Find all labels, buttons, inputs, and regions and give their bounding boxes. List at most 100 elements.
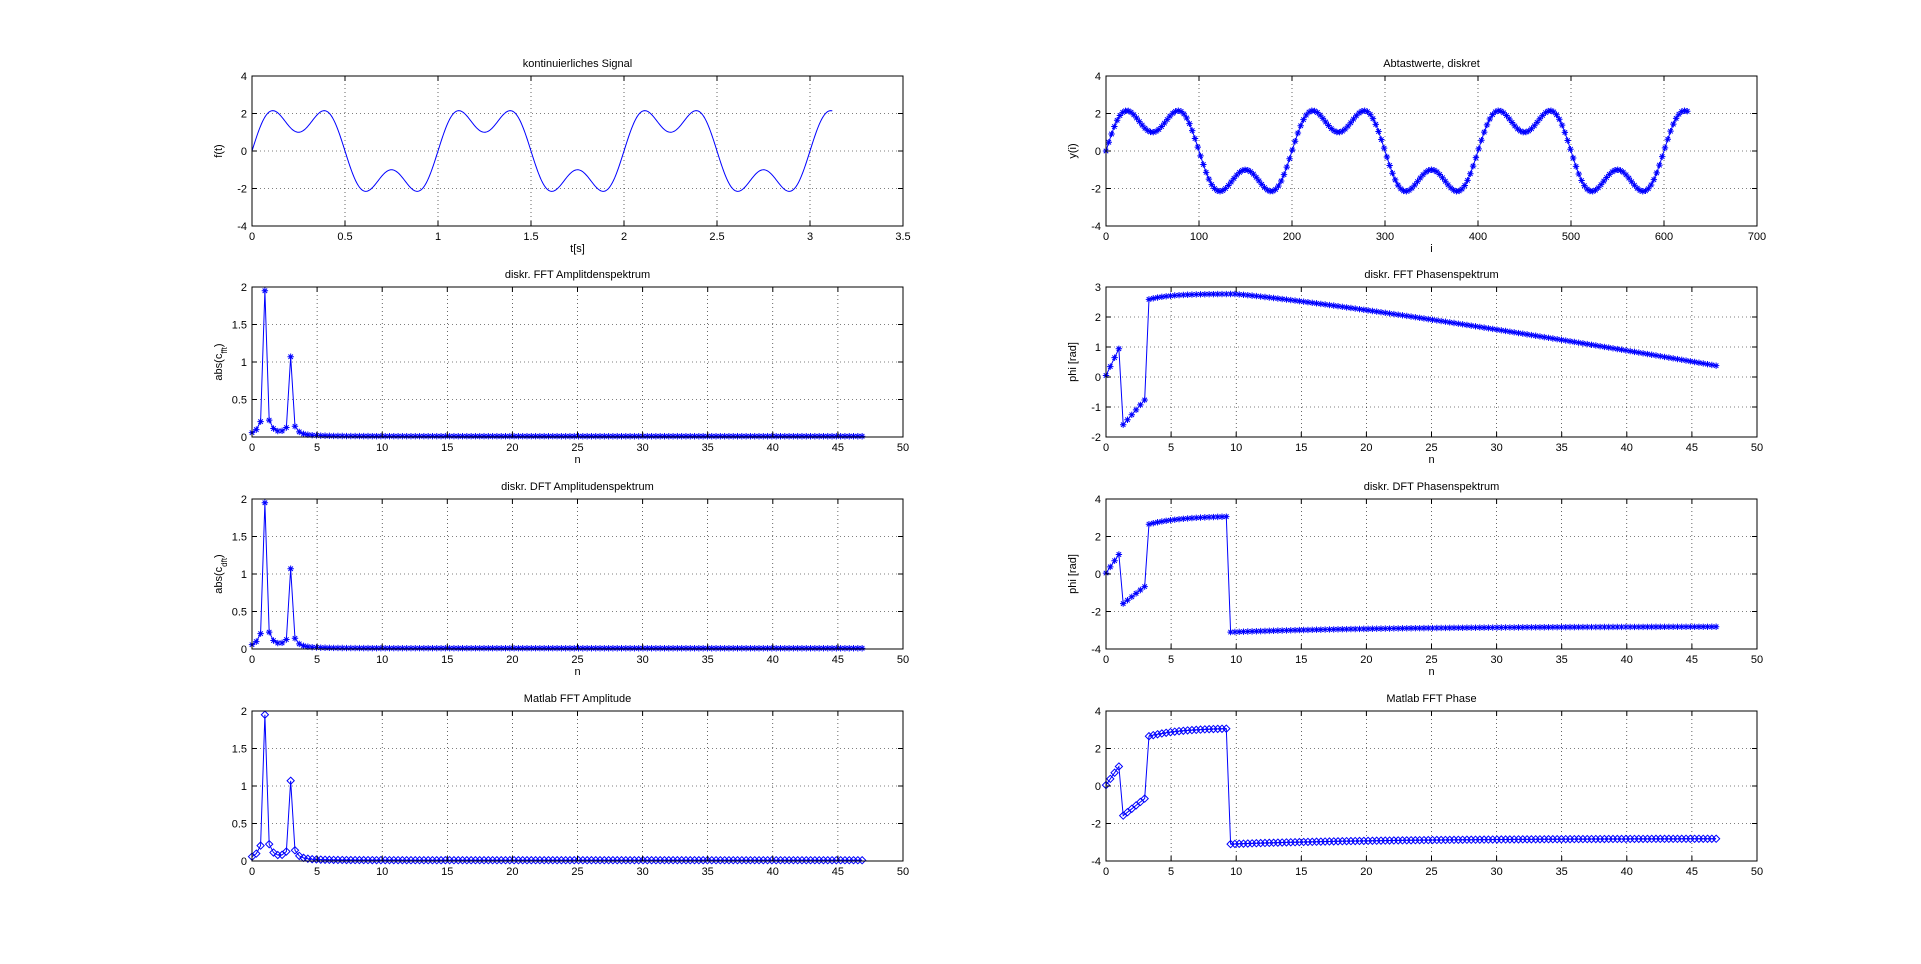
x-tick-label: 0 (249, 866, 255, 878)
data-point (1691, 358, 1698, 366)
data-point (1188, 291, 1196, 298)
data-point (1341, 125, 1349, 133)
data-point (1635, 623, 1642, 631)
data-point (1280, 171, 1288, 178)
data-point (502, 433, 509, 440)
data-point (1446, 319, 1453, 326)
data-point (1138, 121, 1146, 129)
data-point (1240, 291, 1247, 298)
data-point (1601, 343, 1608, 351)
data-point (1425, 315, 1432, 323)
data-point (1124, 416, 1131, 423)
data-point (446, 645, 453, 652)
data-point (1223, 290, 1230, 298)
y-tick-label: 2 (241, 494, 247, 506)
data-point (304, 431, 312, 438)
data-point (1661, 623, 1668, 631)
data-point (794, 645, 801, 652)
data-point (274, 427, 281, 435)
y-tick-label: 1.5 (232, 744, 247, 756)
data-point (1314, 109, 1321, 116)
y-axis-label: y(i) (1067, 143, 1079, 158)
data-point (1258, 181, 1265, 188)
data-point (1430, 167, 1438, 174)
data-point (1636, 187, 1644, 194)
data-point (1227, 290, 1234, 298)
data-point (1589, 188, 1596, 195)
data-point (742, 645, 750, 652)
data-point (1595, 184, 1602, 191)
data-point (1600, 177, 1608, 185)
data-point (1653, 169, 1660, 177)
data-point (588, 433, 595, 440)
data-point (1463, 321, 1471, 329)
x-axis-label: n (1428, 666, 1434, 678)
data-point (1407, 625, 1415, 632)
data-point (1622, 347, 1630, 354)
data-point (1447, 184, 1455, 192)
data-point (635, 645, 642, 652)
data-point (1618, 346, 1625, 353)
y-tick-label: -2 (237, 184, 247, 196)
data-point (343, 644, 350, 652)
x-axis-label: n (574, 666, 580, 678)
data-point (265, 416, 273, 424)
y-tick-label: 0 (1095, 781, 1101, 793)
y-tick-label: 4 (241, 71, 247, 83)
data-point (1321, 626, 1329, 633)
data-point (1278, 295, 1286, 303)
data-point (1167, 516, 1174, 524)
data-point (1561, 129, 1569, 136)
data-point (1665, 354, 1673, 361)
y-tick-label: 0.5 (232, 819, 247, 831)
y-tick-label: -4 (237, 221, 247, 233)
y-tick-label: 0 (241, 432, 247, 444)
data-point (1558, 121, 1566, 129)
data-point (1639, 623, 1647, 631)
data-point (1592, 186, 1599, 194)
data-point (1566, 338, 1574, 345)
data-point (682, 645, 690, 652)
data-point (1678, 108, 1685, 115)
data-point (1502, 327, 1509, 335)
data-point (256, 841, 265, 850)
data-point (1353, 112, 1360, 119)
data-point (1171, 292, 1178, 299)
data-point (253, 426, 260, 433)
data-point (1283, 163, 1290, 171)
data-point (1111, 123, 1118, 130)
data-point (270, 425, 277, 432)
data-point (1596, 342, 1604, 350)
data-point (1442, 318, 1449, 325)
data-point (1704, 360, 1711, 368)
data-point (1570, 154, 1577, 162)
data-point (1503, 112, 1510, 119)
data-point (1347, 304, 1355, 312)
data-point (1433, 317, 1441, 324)
data-point (768, 433, 776, 440)
data-point (326, 644, 333, 652)
data-point (1489, 624, 1496, 631)
x-tick-label: 50 (897, 866, 909, 878)
x-tick-label: 5 (1168, 654, 1174, 666)
data-point (1386, 310, 1393, 317)
data-point (1708, 361, 1716, 369)
data-point (1556, 116, 1563, 123)
data-point (1343, 625, 1350, 633)
data-point (1622, 171, 1630, 179)
data-point (1661, 353, 1668, 361)
data-point (803, 433, 810, 440)
data-point (1334, 303, 1342, 310)
x-tick-label: 20 (1360, 866, 1372, 878)
data-point (1687, 358, 1694, 365)
data-point (1111, 557, 1118, 564)
data-point (824, 645, 831, 652)
data-point (1635, 349, 1642, 356)
data-point (1128, 593, 1135, 600)
data-point (334, 432, 342, 440)
x-tick-label: 15 (1295, 866, 1307, 878)
data-point (811, 433, 819, 440)
data-point (1545, 624, 1552, 631)
data-point (712, 645, 720, 652)
x-tick-label: 40 (767, 442, 779, 454)
